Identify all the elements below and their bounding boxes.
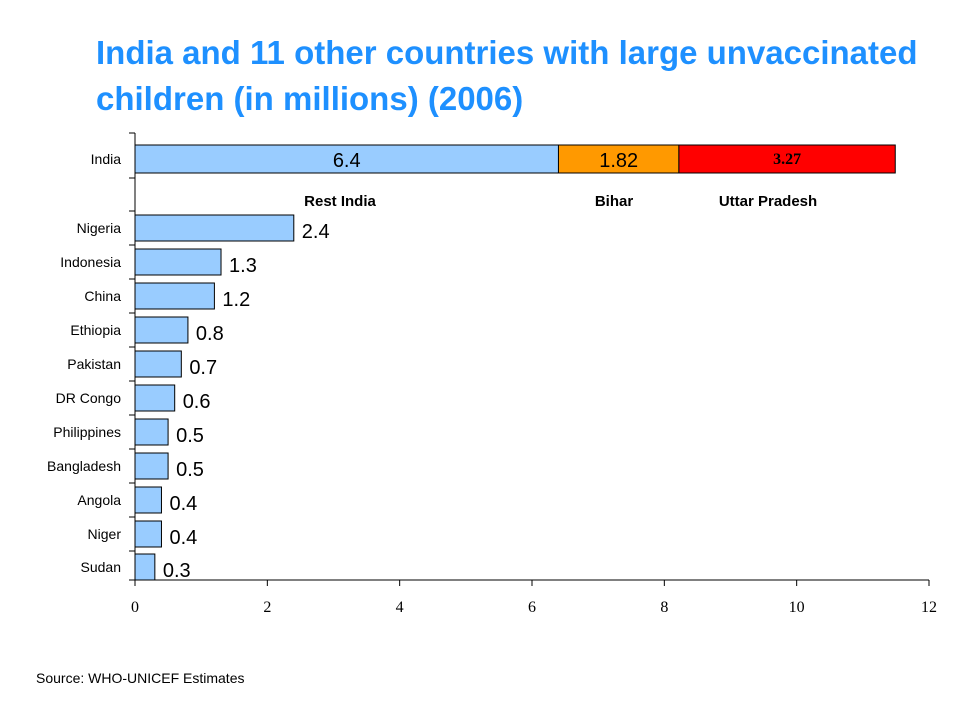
x-tick-label: 2 [263, 599, 271, 616]
source-note: Source: WHO-UNICEF Estimates [36, 670, 245, 686]
india-segment-value: 1.82 [599, 150, 638, 172]
country-bar [134, 553, 156, 581]
india-segment-bar [678, 144, 896, 174]
x-tick-label: 6 [528, 599, 536, 616]
category-label: India [91, 151, 122, 167]
country-bar [134, 452, 169, 480]
country-bar [134, 520, 162, 548]
category-label: China [84, 288, 121, 304]
india-segment-bar [557, 144, 680, 174]
category-label: Niger [88, 526, 122, 542]
country-bar [134, 486, 162, 514]
bar-value-label: 1.3 [229, 255, 257, 277]
india-segment-value: 3.27 [773, 151, 801, 168]
bar-value-label: 0.8 [196, 323, 224, 345]
category-label: Pakistan [67, 356, 121, 372]
country-bar [134, 384, 176, 412]
category-label: Indonesia [60, 254, 121, 270]
x-tick-label: 4 [396, 599, 404, 616]
country-bar [134, 418, 169, 446]
category-label: Sudan [81, 559, 121, 575]
country-bar [134, 214, 295, 242]
category-label: Nigeria [77, 220, 122, 236]
category-label: Angola [77, 492, 121, 508]
category-label: Bangladesh [47, 458, 121, 474]
bar-value-label: 0.3 [163, 560, 191, 582]
country-bar [134, 282, 215, 310]
category-label: DR Congo [56, 390, 122, 406]
bar-value-label: 0.6 [183, 391, 211, 413]
bar-value-label: 0.5 [176, 425, 204, 447]
x-tick-label: 8 [660, 599, 668, 616]
bar-value-label: 2.4 [302, 221, 330, 243]
category-label: Philippines [53, 424, 121, 440]
india-segment-name: Uttar Pradesh [719, 193, 817, 210]
country-bar [134, 350, 182, 378]
bar-value-label: 0.4 [169, 493, 197, 515]
chart-title: India and 11 other countries with large … [96, 34, 918, 117]
bar-value-label: 0.5 [176, 459, 204, 481]
x-tick-label: 10 [789, 599, 805, 616]
india-segment-value: 6.4 [333, 150, 361, 172]
india-segment-name: Bihar [595, 193, 634, 210]
bar-value-label: 1.2 [222, 289, 250, 311]
country-bar [134, 248, 222, 276]
country-bar [134, 316, 189, 344]
bar-value-label: 0.7 [189, 357, 217, 379]
x-tick-label: 0 [131, 599, 139, 616]
india-segment-name: Rest India [304, 193, 376, 210]
bar-value-label: 0.4 [169, 527, 197, 549]
x-tick-label: 12 [921, 599, 937, 616]
category-label: Ethiopia [70, 322, 121, 338]
